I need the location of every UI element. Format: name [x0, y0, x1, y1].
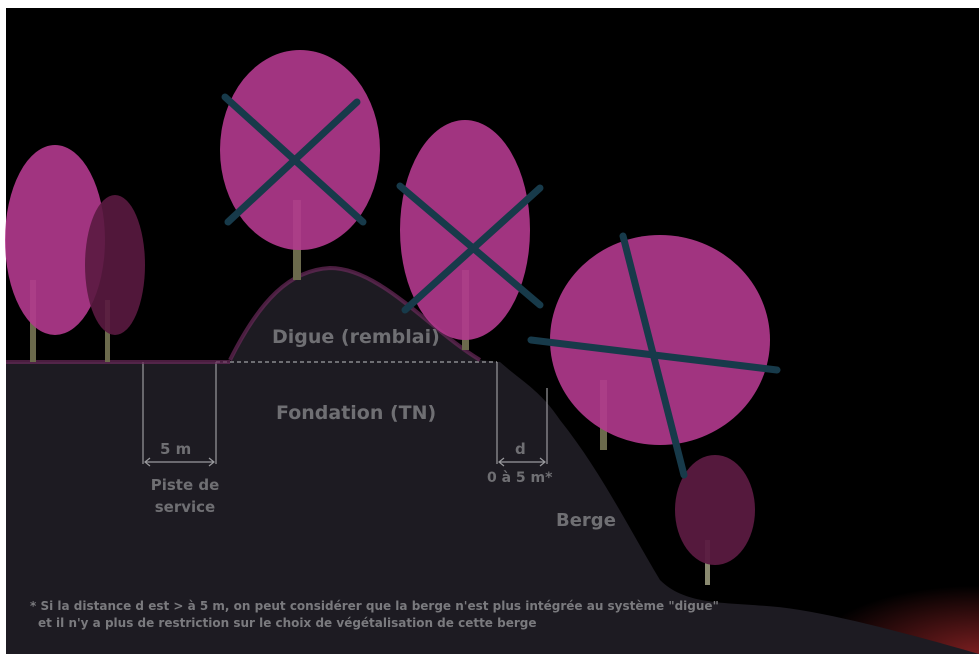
tree-bank-lower [675, 455, 755, 585]
footnote: * Si la distance d est > à 5 m, on peut … [30, 598, 790, 632]
ground-profile [6, 268, 979, 654]
x-cross-dike-crest [221, 93, 367, 226]
bank-label: Berge [556, 510, 616, 531]
service-path-width-label: 5 m [160, 440, 192, 458]
d-label: d [515, 440, 526, 458]
foundation-label: Fondation (TN) [276, 402, 437, 424]
d-distance-dimension [496, 362, 548, 467]
service-path-label: Piste de service [145, 474, 225, 518]
service-path-label-line1: Piste de [150, 476, 220, 494]
tree-left-1 [5, 145, 105, 362]
footnote-line1: * Si la distance d est > à 5 m, on peut … [30, 599, 719, 613]
distance-range-label: 0 à 5 m* [487, 470, 553, 486]
service-path-dimension [142, 362, 217, 467]
x-cross-bank [527, 232, 781, 479]
footnote-line2: et il n'y a plus de restriction sur le c… [38, 616, 537, 630]
x-cross-dike-slope [396, 182, 544, 314]
service-path-label-line2: service [154, 498, 216, 516]
tree-left-2 [85, 195, 145, 362]
tree-bank [550, 235, 770, 450]
dike-label: Digue (remblai) [272, 326, 440, 348]
